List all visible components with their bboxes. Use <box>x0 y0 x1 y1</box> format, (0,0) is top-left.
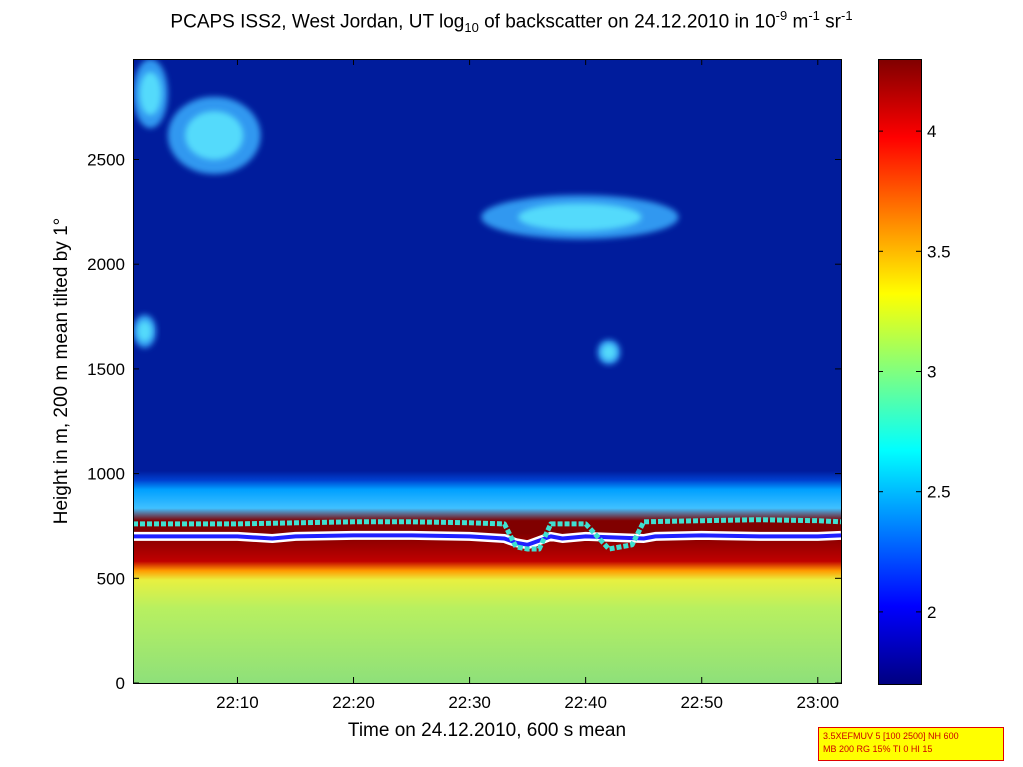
title-superscript: -9 <box>775 8 788 23</box>
y-axis: 0 500 1000 1500 2000 2500 <box>87 151 841 693</box>
cyan-marker-line <box>133 517 841 552</box>
blue-layer-line <box>133 533 841 547</box>
y-axis-label: Height in m, 200 m mean tilted by 1° <box>51 218 72 524</box>
colorbar-tick-label: 3 <box>927 363 936 382</box>
x-tick-label: 22:40 <box>564 693 607 712</box>
cloud-patches <box>133 59 679 365</box>
colorbar-ticks: 2 2.5 3 3.5 4 <box>878 122 951 622</box>
colorbar <box>878 59 922 685</box>
y-tick-label: 0 <box>116 674 125 693</box>
processing-info-box: 3.5XEFMUV 5 [100 2500] NH 600 MB 200 RG … <box>818 727 1004 761</box>
backscatter-field <box>133 59 841 683</box>
plot-frame <box>133 59 842 684</box>
x-tick-label: 22:20 <box>332 693 375 712</box>
colorbar-tick-label: 4 <box>927 122 936 141</box>
x-axis: 22:10 22:20 22:30 22:40 22:50 23:00 <box>216 59 839 712</box>
layer-lines <box>133 517 841 552</box>
cloud-core <box>518 203 642 231</box>
info-line-2: MB 200 RG 15% TI 0 HI 15 <box>823 744 933 754</box>
title-part: m <box>787 11 809 33</box>
info-line-1: 3.5XEFMUV 5 [100 2500] NH 600 <box>823 731 959 741</box>
colorbar-tick-label: 2 <box>927 603 936 622</box>
title-superscript: -1 <box>841 8 853 23</box>
title-part: of backscatter on 24.12.2010 in 10 <box>478 11 776 33</box>
y-tick-label: 2500 <box>87 151 125 170</box>
cloud-core <box>139 71 162 116</box>
plot-area <box>133 59 841 683</box>
colorbar-tick-label: 3.5 <box>927 242 951 261</box>
title-part: PCAPS ISS2, West Jordan, UT log <box>170 11 465 33</box>
cloud-core <box>601 344 617 361</box>
title-superscript: -1 <box>808 8 820 23</box>
x-tick-label: 22:30 <box>448 693 491 712</box>
chart-title: PCAPS ISS2, West Jordan, UT log10 of bac… <box>0 8 1023 35</box>
y-tick-label: 1000 <box>87 465 125 484</box>
y-tick-label: 2000 <box>87 255 125 274</box>
x-tick-label: 23:00 <box>797 693 840 712</box>
title-subscript: 10 <box>464 20 479 36</box>
x-axis-label: Time on 24.12.2010, 600 s mean <box>348 720 626 741</box>
colorbar-tick-label: 2.5 <box>927 483 951 502</box>
x-tick-label: 22:10 <box>216 693 259 712</box>
cloud-core <box>185 111 244 160</box>
title-part: sr <box>819 11 841 33</box>
x-tick-label: 22:50 <box>680 693 723 712</box>
y-tick-label: 1500 <box>87 360 125 379</box>
cloud-core <box>137 320 152 342</box>
y-tick-label: 500 <box>97 569 125 588</box>
